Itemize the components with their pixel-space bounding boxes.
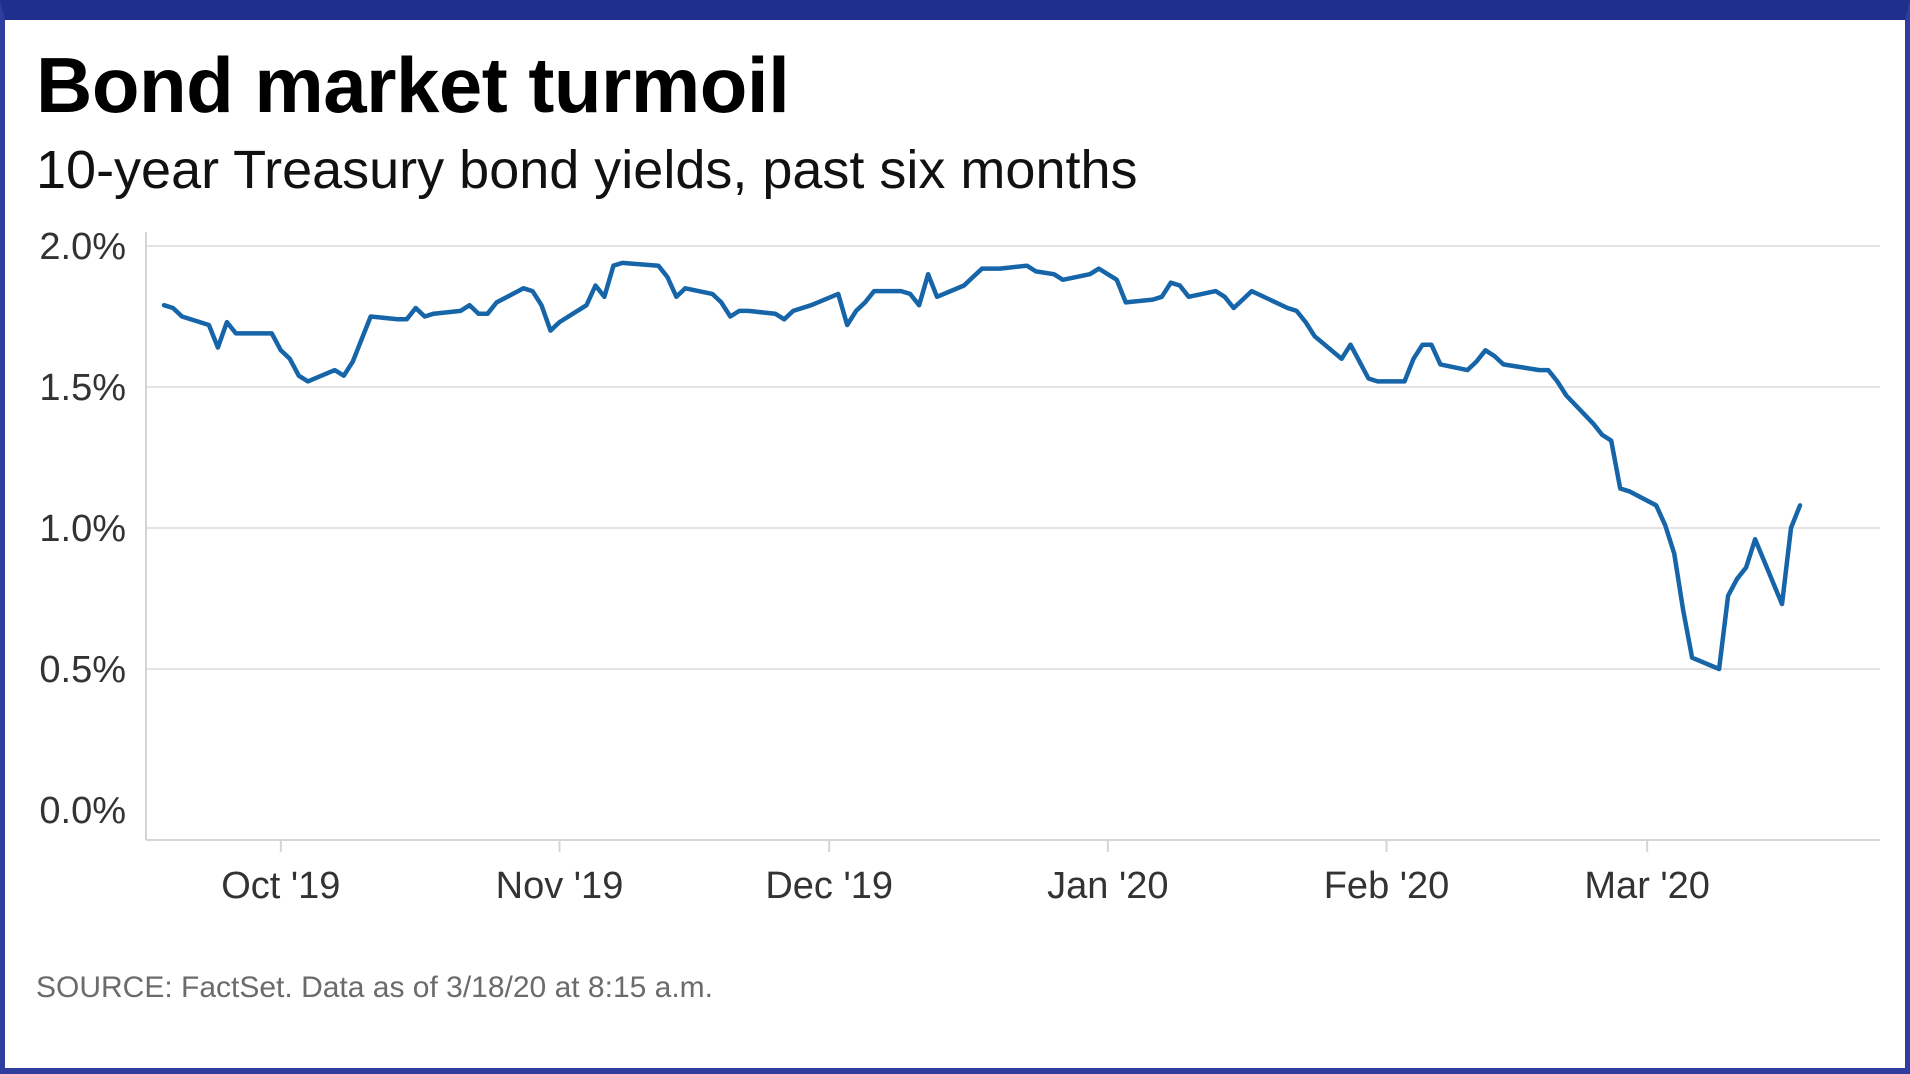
y-tick-label: 1.0% xyxy=(39,508,126,550)
series-layer xyxy=(161,260,1803,672)
x-axis-tick-labels: Oct '19 Nov '19 Dec '19 Jan '20 Feb '20 Mar '… xyxy=(221,865,1710,907)
chart-subtitle: 10-year Treasury bond yields, past six m… xyxy=(36,140,1138,200)
y-tick-label: 0.5% xyxy=(39,649,126,691)
source-note: SOURCE: FactSet. Data as of 3/18/20 at 8… xyxy=(36,971,713,1004)
gridlines xyxy=(146,245,1880,670)
x-tick-label: Nov '19 xyxy=(496,865,624,907)
y-tick-label: 2.0% xyxy=(39,226,126,268)
chart-title: Bond market turmoil xyxy=(36,41,790,129)
x-tick-label: Jan '20 xyxy=(1047,865,1168,907)
x-tick-label: Oct '19 xyxy=(221,865,340,907)
y-axis-tick-labels: 0.0% 0.5% 1.0% 1.5% 2.0% xyxy=(39,226,126,832)
x-tick-label: Dec '19 xyxy=(765,865,893,907)
x-tick-label: Mar '20 xyxy=(1584,865,1710,907)
x-tick-label: Feb '20 xyxy=(1324,865,1450,907)
y-tick-label: 0.0% xyxy=(39,790,126,832)
series-line-10yr-yield xyxy=(161,260,1803,672)
y-tick-label: 1.5% xyxy=(39,367,126,409)
axes xyxy=(145,232,1880,852)
